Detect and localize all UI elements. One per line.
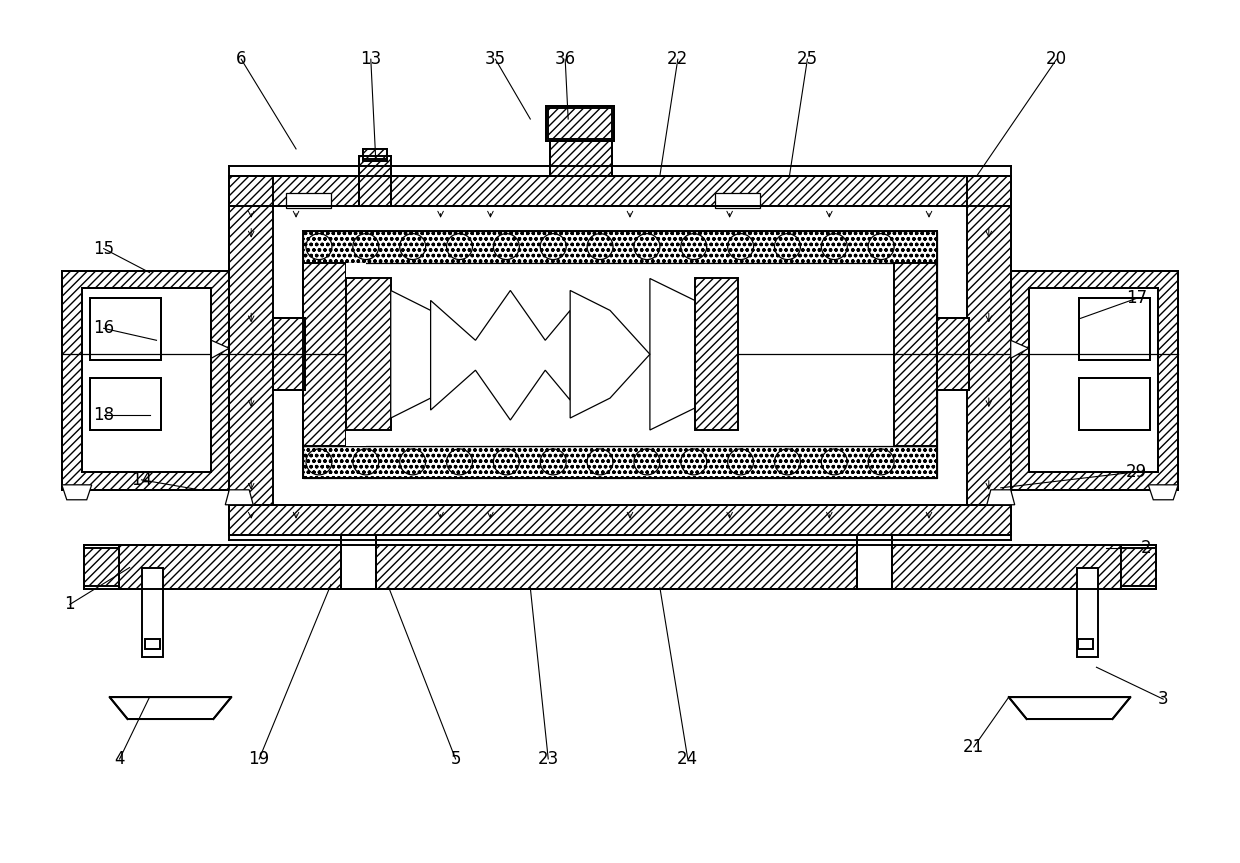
Bar — [84, 545, 1156, 589]
Bar — [84, 548, 119, 585]
Text: 19: 19 — [248, 750, 270, 768]
Bar — [363, 149, 387, 159]
Text: 23: 23 — [538, 750, 559, 768]
Bar — [1078, 639, 1094, 649]
Bar — [1121, 548, 1156, 585]
Polygon shape — [346, 279, 430, 430]
Bar — [857, 535, 892, 589]
Bar — [145, 639, 160, 649]
Bar — [1079, 299, 1151, 360]
Text: 3: 3 — [1158, 690, 1168, 709]
Bar — [141, 568, 164, 658]
Polygon shape — [391, 291, 465, 418]
Bar — [551, 141, 613, 176]
Bar — [273, 318, 305, 390]
Polygon shape — [1148, 485, 1178, 500]
Bar — [303, 262, 346, 446]
Bar — [714, 192, 760, 208]
Bar — [894, 262, 937, 446]
Bar — [967, 176, 1011, 505]
Bar — [1011, 270, 1178, 490]
Bar — [363, 149, 387, 161]
Text: 25: 25 — [797, 50, 818, 68]
Polygon shape — [430, 291, 570, 420]
Bar — [1029, 288, 1158, 472]
Polygon shape — [570, 291, 650, 418]
Bar — [229, 176, 1011, 205]
Bar — [1079, 378, 1151, 430]
Polygon shape — [226, 490, 253, 505]
Bar — [346, 279, 391, 430]
Bar — [84, 545, 119, 589]
Text: 24: 24 — [677, 750, 698, 768]
Text: 18: 18 — [93, 406, 114, 424]
Polygon shape — [211, 340, 229, 358]
Text: 22: 22 — [667, 50, 688, 68]
Bar — [547, 106, 614, 141]
Polygon shape — [987, 490, 1014, 505]
Text: 17: 17 — [1126, 289, 1147, 307]
Bar — [89, 378, 161, 430]
Bar — [694, 279, 738, 430]
Bar — [346, 262, 366, 446]
Bar — [937, 318, 968, 390]
Text: 4: 4 — [114, 750, 125, 768]
Text: 36: 36 — [554, 50, 575, 68]
Bar — [303, 262, 937, 446]
Polygon shape — [1009, 697, 1131, 719]
Text: 20: 20 — [1047, 50, 1068, 68]
Polygon shape — [109, 697, 231, 719]
Polygon shape — [62, 485, 92, 500]
Text: 2: 2 — [1141, 539, 1152, 557]
Bar — [286, 192, 331, 208]
Text: 6: 6 — [236, 50, 247, 68]
Bar — [358, 156, 391, 205]
Text: 1: 1 — [64, 595, 76, 614]
Polygon shape — [1011, 340, 1029, 358]
Bar — [62, 270, 229, 490]
Bar — [303, 446, 937, 478]
Text: 21: 21 — [963, 738, 985, 756]
Bar — [341, 535, 376, 589]
Bar — [82, 288, 211, 472]
Bar — [229, 505, 1011, 535]
Bar — [229, 176, 273, 505]
Text: 29: 29 — [1126, 463, 1147, 481]
Text: 13: 13 — [360, 50, 382, 68]
Text: 14: 14 — [131, 471, 153, 488]
Text: 5: 5 — [450, 750, 461, 768]
Text: 35: 35 — [485, 50, 506, 68]
Text: 16: 16 — [93, 319, 114, 337]
Bar — [1121, 545, 1156, 589]
Bar — [548, 108, 613, 139]
Bar — [89, 299, 161, 360]
Polygon shape — [650, 279, 734, 430]
Text: 15: 15 — [93, 240, 114, 257]
Bar — [1076, 568, 1099, 658]
Bar — [303, 230, 937, 262]
